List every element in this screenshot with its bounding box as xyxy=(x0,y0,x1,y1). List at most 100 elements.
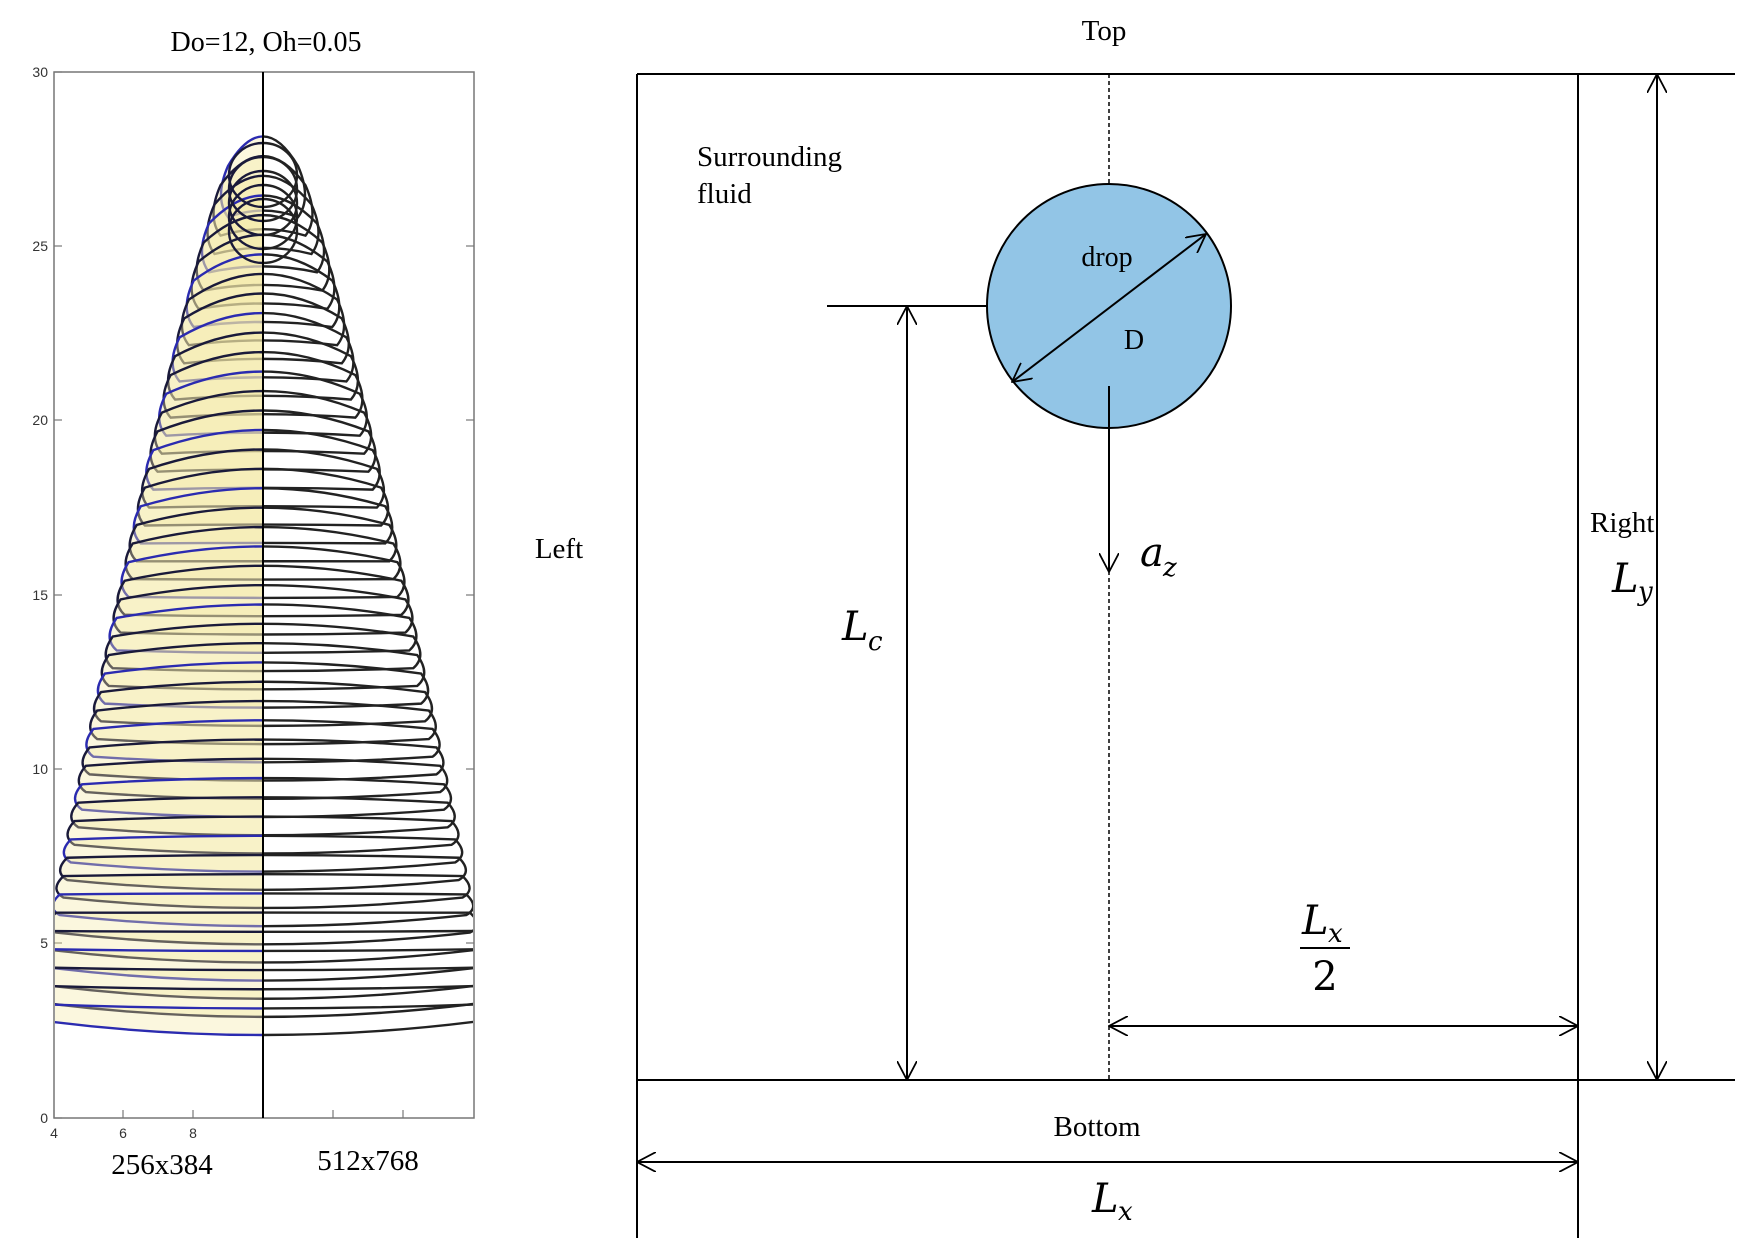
y-tick-label: 5 xyxy=(40,935,48,951)
interface-contour xyxy=(263,873,471,910)
interface-contour xyxy=(112,583,263,636)
y-tick-label: 10 xyxy=(32,761,48,777)
interface-contour xyxy=(62,834,263,873)
interface-contour xyxy=(263,350,364,419)
lx-symbol: L x xyxy=(1091,1176,1133,1227)
interface-contour xyxy=(263,272,346,347)
interface-contour xyxy=(227,183,263,251)
interface-contour xyxy=(185,253,263,329)
bottom-label: Bottom xyxy=(1053,1111,1140,1143)
interface-contour xyxy=(263,487,394,545)
right-label: Right xyxy=(1590,507,1654,539)
interface-contour xyxy=(55,911,263,946)
interface-contour xyxy=(263,699,437,746)
right-half-label: 512x768 xyxy=(317,1145,419,1177)
interface-contour xyxy=(263,796,456,837)
surrounding-fluid-label-line1: Surrounding xyxy=(697,141,842,173)
interface-contour xyxy=(136,467,263,527)
acceleration-symbol: a z xyxy=(1140,530,1177,583)
interface-contour xyxy=(263,292,350,365)
half-lx-numerator-sub: x xyxy=(1328,919,1343,949)
ly-symbol: L y xyxy=(1611,556,1653,607)
interface-contour xyxy=(158,370,263,437)
interface-contour xyxy=(206,174,263,256)
interface-contour xyxy=(145,428,263,491)
interface-contour xyxy=(162,350,263,419)
interface-contour xyxy=(263,583,414,636)
interface-contour xyxy=(263,680,434,728)
diameter-arrow xyxy=(1012,234,1206,382)
interface-contour xyxy=(55,929,263,964)
interface-contour xyxy=(263,853,468,892)
interface-contour xyxy=(263,815,460,855)
interface-contour xyxy=(200,194,263,274)
interface-contour xyxy=(263,467,390,527)
interface-contour xyxy=(263,892,473,928)
y-tick-label: 15 xyxy=(32,587,48,603)
interface-contour xyxy=(227,155,263,223)
lx-symbol-main: L xyxy=(1091,1176,1119,1222)
interface-contour xyxy=(263,428,381,491)
domain-sketch xyxy=(636,73,1735,1238)
lc-symbol-main: L xyxy=(841,604,869,650)
ly-symbol-main: L xyxy=(1611,556,1639,602)
y-axis: 0 5 10 15 20 25 30 xyxy=(32,64,474,1126)
lc-symbol-sub: c xyxy=(868,627,883,657)
interface-contour xyxy=(55,948,263,982)
interface-contour xyxy=(153,389,263,455)
interface-contour xyxy=(263,174,320,256)
interface-contour xyxy=(263,757,449,800)
left-half-label: 256x384 xyxy=(111,1149,213,1181)
interface-contour xyxy=(55,892,263,928)
interface-contour xyxy=(140,448,263,509)
interface-contour xyxy=(263,194,326,274)
interface-contour xyxy=(55,966,263,1000)
interface-contour xyxy=(104,622,263,673)
interface-contour xyxy=(263,183,299,251)
y-tick-label: 20 xyxy=(32,412,48,428)
interface-contour xyxy=(263,169,299,237)
contours-256x384 xyxy=(55,135,263,1037)
interface-contour xyxy=(263,661,430,709)
interface-contour xyxy=(55,873,263,910)
y-tick-label: 30 xyxy=(32,64,48,80)
interface-contour xyxy=(263,253,341,329)
half-lx-denominator: 2 xyxy=(1312,954,1337,1000)
half-lx-numerator-main: L xyxy=(1301,898,1329,944)
ly-symbol-sub: y xyxy=(1637,577,1653,607)
accel-symbol-main: a xyxy=(1140,530,1164,576)
interface-contour xyxy=(263,155,299,223)
interface-contour xyxy=(108,603,263,654)
interface-contour xyxy=(263,141,299,209)
interface-contour xyxy=(116,564,263,618)
interface-contour xyxy=(190,233,263,311)
interface-contour xyxy=(263,776,453,819)
interface-contour xyxy=(227,141,263,209)
left-label: Left xyxy=(535,533,583,565)
interface-contour xyxy=(263,719,441,764)
contour-panel: Do=12, Oh=0.05 0 5 10 15 20 25 30 xyxy=(32,27,475,1181)
interface-contour xyxy=(180,272,263,347)
interface-contour xyxy=(263,197,299,265)
interface-contour xyxy=(227,169,263,237)
diameter-label: D xyxy=(1124,325,1144,356)
x-axis: 4 6 8 xyxy=(50,1110,404,1141)
interface-contour xyxy=(263,389,373,455)
interface-contour xyxy=(58,853,263,892)
interface-contour xyxy=(55,1003,263,1037)
half-lx-symbol: L x 2 xyxy=(1301,898,1343,1000)
domain-labels: Top Bottom Left Right Surrounding fluid … xyxy=(535,15,1655,1227)
panel-title: Do=12, Oh=0.05 xyxy=(170,27,361,58)
interface-contour xyxy=(70,796,263,837)
lx-symbol-sub: x xyxy=(1118,1197,1133,1227)
interface-contour xyxy=(263,603,418,654)
contours-512x768 xyxy=(263,135,473,1037)
interface-contour xyxy=(227,197,263,265)
lc-symbol: L c xyxy=(841,604,883,657)
interface-contour xyxy=(263,409,377,473)
x-tick-label: 4 xyxy=(50,1125,58,1141)
interface-contour xyxy=(66,815,263,855)
interface-contour xyxy=(263,370,368,437)
interface-contour xyxy=(263,448,386,509)
